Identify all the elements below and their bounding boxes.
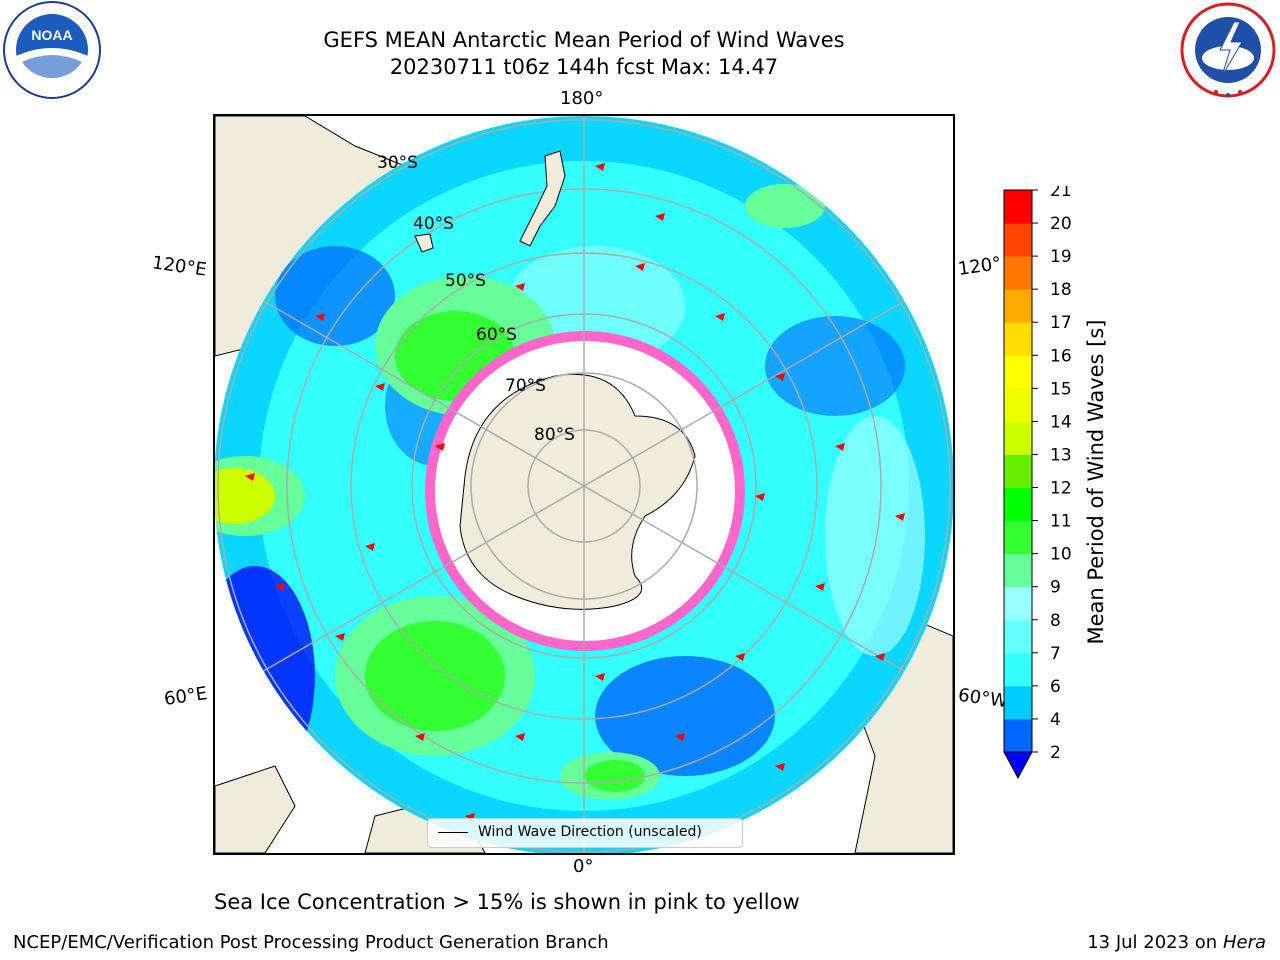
colorbar-tick-label: 10	[1050, 545, 1072, 565]
chart-subtitle: 20230711 t06z 144h fcst Max: 14.47	[389, 55, 779, 79]
colorbar-segment	[1004, 586, 1032, 621]
colorbar-segment	[1004, 685, 1032, 720]
lat-label-60s: 60°S	[476, 325, 517, 345]
colorbar: 2 4 6 7 8 9 10 11 12 13 14 15 16 17 18 19 20 21	[1003, 186, 1072, 780]
colorbar-tick-label: 17	[1050, 313, 1072, 333]
date-text: 13 Jul 2023 on Hera	[1087, 932, 1266, 953]
land-tasmania	[414, 233, 434, 253]
lat-label-40s: 40°S	[413, 214, 454, 234]
colorbar-tick-label: 6	[1050, 677, 1061, 697]
lat-label-50s: 50°S	[445, 271, 486, 291]
label-120w: 120°	[956, 253, 1003, 280]
colorbar-segment	[1004, 553, 1032, 588]
colorbar-tick-label: 7	[1050, 644, 1061, 664]
colorbar-segment	[1004, 322, 1032, 356]
colorbar-tick-label: 11	[1050, 512, 1072, 532]
label-120e: 120°E	[150, 252, 208, 281]
svg-text:NOAA: NOAA	[31, 27, 72, 43]
colorbar-outline	[1003, 189, 1033, 753]
colorbar-tick-label: 20	[1050, 214, 1072, 234]
colorbar-under-triangle	[1003, 751, 1033, 780]
lat-label-30s: 30°S	[377, 153, 418, 173]
nws-logo	[1180, 2, 1276, 98]
colorbar-tick-label: 21	[1050, 186, 1072, 201]
colorbar-segment	[1004, 652, 1032, 687]
land-new-zealand	[519, 150, 566, 247]
colorbar-tick-label: 13	[1050, 445, 1072, 465]
label-180: 180°	[560, 88, 604, 109]
noaa-logo: NOAA	[3, 1, 101, 99]
label-0: 0°	[573, 856, 594, 877]
colorbar-label: Mean Period of Wind Waves [s]	[1084, 319, 1108, 645]
label-60e: 60°E	[162, 683, 209, 710]
colorbar-segment	[1004, 454, 1032, 489]
map-legend: Wind Wave Direction (unscaled)	[427, 818, 743, 848]
colorbar-segment	[1004, 190, 1032, 224]
credit-text: NCEP/EMC/Verification Post Processing Pr…	[13, 932, 609, 953]
colorbar-segment	[1004, 355, 1032, 389]
colorbar-segment	[1004, 487, 1032, 522]
colorbar-segment	[1004, 289, 1032, 323]
colorbar-tick-label: 12	[1050, 479, 1072, 499]
colorbar-segment	[1004, 718, 1032, 753]
lat-label-70s: 70°S	[505, 376, 546, 396]
colorbar-segment	[1004, 619, 1032, 654]
lat-label-80s: 80°S	[534, 425, 575, 445]
colorbar-segment	[1004, 520, 1032, 555]
date-machine: Hera	[1222, 932, 1266, 953]
colorbar-tick-label: 4	[1050, 710, 1061, 730]
map-svg	[215, 116, 953, 853]
chart-title: GEFS MEAN Antarctic Mean Period of Wind …	[323, 28, 845, 52]
colorbar-tick-label: 8	[1050, 611, 1061, 631]
colorbar-tick-label: 16	[1050, 346, 1072, 366]
colorbar-tick-label: 14	[1050, 412, 1072, 432]
colorbar-segment	[1004, 256, 1032, 290]
colorbar-tick-label: 18	[1050, 280, 1072, 300]
colorbar-segment	[1004, 223, 1032, 257]
colorbar-segment	[1004, 421, 1032, 455]
graticule-meridians	[215, 116, 953, 853]
land-africa-corner	[215, 765, 296, 853]
colorbar-segment	[1004, 388, 1032, 422]
colorbar-tick-label: 19	[1050, 247, 1072, 267]
colorbar-tick-label: 9	[1050, 578, 1061, 598]
legend-line-swatch	[438, 832, 468, 833]
colorbar-tick-label: 15	[1050, 379, 1072, 399]
date-value: 13 Jul 2023 on	[1087, 932, 1218, 953]
legend-text: Wind Wave Direction (unscaled)	[478, 824, 702, 840]
footnote: Sea Ice Concentration > 15% is shown in …	[214, 890, 800, 914]
polar-map: 30°S 40°S 50°S 60°S 70°S 80°S	[213, 114, 955, 855]
colorbar-tick-label: 2	[1050, 743, 1061, 763]
